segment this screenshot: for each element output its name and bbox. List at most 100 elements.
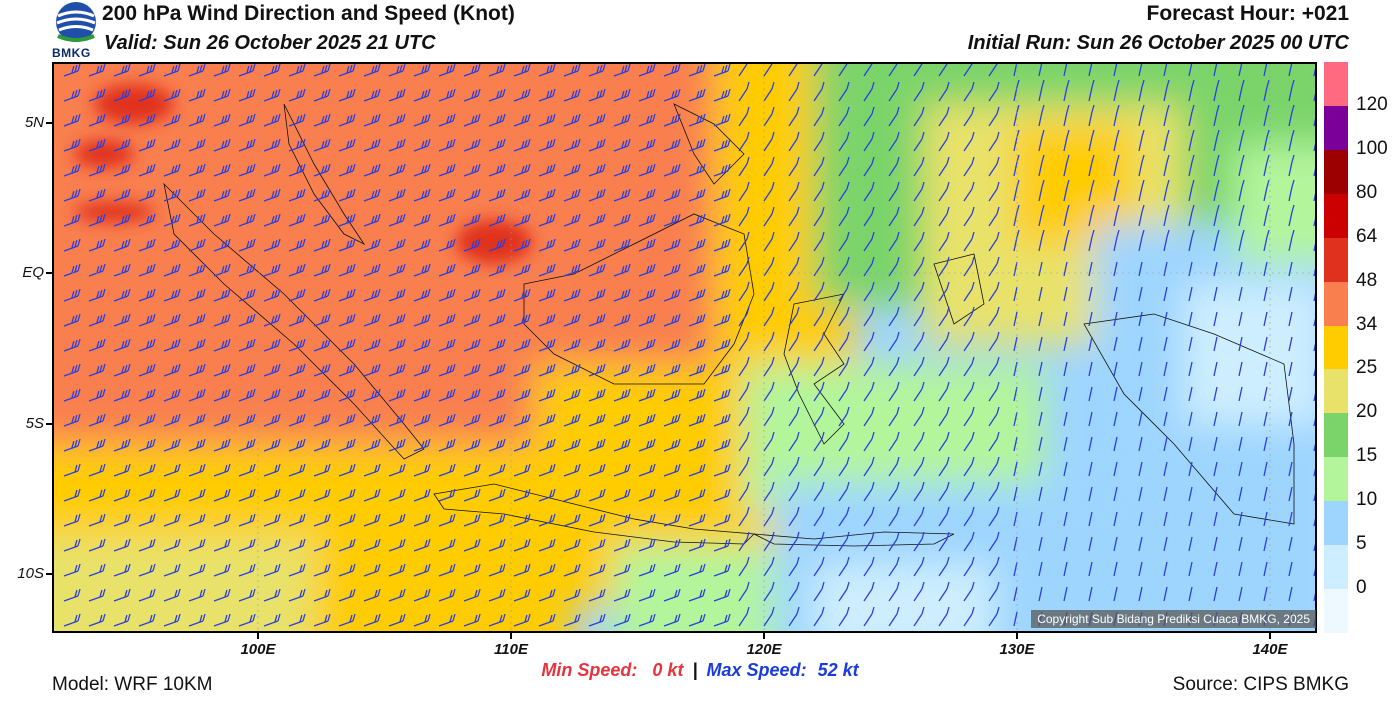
wind-barb-flag [99,139,103,148]
wind-barb [1213,211,1218,227]
wind-barb-flag [124,539,128,548]
wind-barb-flag [152,113,156,122]
wind-barb [913,238,923,252]
wind-barb [1038,286,1043,302]
wind-barb-flag [646,341,650,349]
wind-barb [863,338,873,352]
wind-barb-flag [724,364,728,373]
wind-barb [1063,136,1068,152]
wind-barb-flag [374,264,378,273]
wind-barb-flag [296,266,300,274]
wind-barb [738,488,748,502]
wind-barb [888,363,898,377]
wind-barb [988,338,998,352]
wind-barb-flag [327,513,331,522]
wind-barb [813,188,823,202]
wind-barb-flag [946,156,950,165]
wind-barb [738,238,748,252]
wind-barb-flag [224,489,228,498]
wind-barb-flag [1066,179,1070,188]
wind-barb-flag [727,188,731,197]
wind-barb-flag [696,66,700,74]
wind-barb-flag [796,331,800,340]
wind-barb-flag [474,264,478,273]
wind-barb-flag [1216,179,1220,188]
wind-barb [1188,361,1193,377]
wind-barb-flag [496,416,500,424]
wind-barb-flag [496,191,500,199]
wind-barb-flag [1016,79,1020,88]
colorbar-segment [1324,413,1348,458]
wind-barb-flag [846,181,850,190]
wind-barb-flag [871,156,875,165]
colorbar-segment [1324,589,1348,634]
wind-barb [1038,336,1043,352]
wind-barb-flag [449,289,453,298]
wind-barb-flag [327,438,331,447]
wind-barb [1188,436,1193,452]
wind-barb-flag [449,389,453,398]
wind-barb-flag [596,191,600,199]
wind-barb [963,488,973,502]
wind-barb-flag [171,241,175,249]
wind-barb-flag [74,564,78,573]
wind-barb-flag [252,163,256,172]
wind-barb-flag [1166,229,1170,238]
wind-barb-flag [399,264,403,273]
wind-barb-flag [524,114,528,123]
wind-barb-flag [946,431,950,440]
wind-barb-flag [552,463,556,472]
wind-barb-flag [121,116,125,124]
wind-barb-flag [152,613,156,622]
wind-barb-flag [302,388,306,397]
wind-barb-flag [499,89,503,98]
wind-barb-flag [124,564,128,573]
wind-barb-flag [946,381,950,390]
wind-barb [1263,161,1268,177]
wind-barb-flag [771,206,775,215]
wind-barb [1288,236,1293,252]
wind-barb [913,188,923,202]
wind-barb-flag [249,514,253,523]
wind-barb-flag [649,389,653,398]
wind-barb-flag [546,216,550,224]
wind-barb-flag [846,381,850,390]
wind-barb-flag [302,463,306,472]
wind-barb-flag [699,389,703,398]
wind-barb [913,288,923,302]
wind-barb-flag [496,266,500,274]
wind-barb-flag [896,131,900,140]
wind-barb-flag [177,338,181,347]
wind-barb-flag [477,238,481,247]
wind-barb-flag [674,364,678,373]
wind-barb-flag [396,366,400,374]
wind-barb-flag [246,141,250,149]
wind-barb [813,238,823,252]
wind-barb-flag [971,281,975,290]
wind-barb-flag [646,266,650,274]
wind-barb-flag [252,363,256,372]
wind-barb-flag [549,339,553,348]
wind-barb-flag [596,341,600,349]
wind-barb-flag [552,388,556,397]
wind-barb [1163,436,1168,452]
wind-barb [1138,136,1143,152]
wind-barb-flag [971,506,975,515]
max-speed-value: 52 kt [817,660,859,680]
wind-barb-flag [699,214,703,223]
wind-barb-flag [771,606,775,615]
wind-barb-flag [627,563,631,572]
wind-barb-flag [627,113,631,122]
wind-barb [788,338,798,352]
wind-barb-flag [274,189,278,198]
wind-barb-flag [702,238,706,247]
wind-barb [1013,411,1018,427]
wind-barb [838,113,848,127]
wind-barb-flag [599,164,603,173]
wind-barb [988,538,998,552]
wind-barb [1238,511,1243,527]
wind-barb-flag [424,489,428,498]
wind-barb-flag [271,241,275,249]
wind-barb-flag [724,214,728,223]
wind-barb-flag [74,589,78,598]
